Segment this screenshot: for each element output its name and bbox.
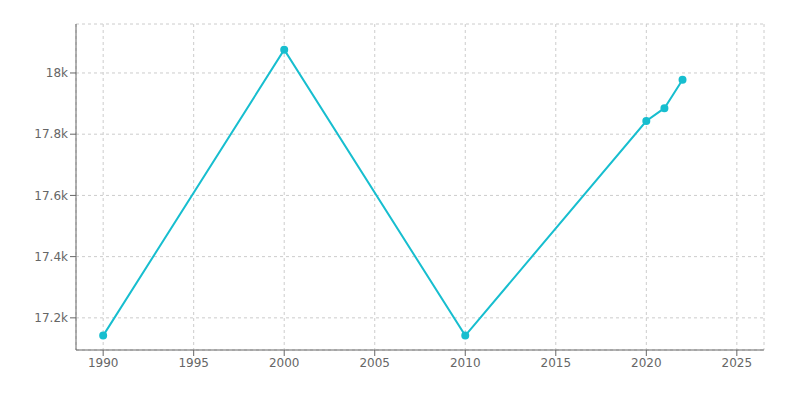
svg-text:2005: 2005	[359, 356, 390, 370]
svg-text:2020: 2020	[631, 356, 662, 370]
svg-text:2000: 2000	[269, 356, 300, 370]
svg-text:17.8k: 17.8k	[34, 127, 68, 141]
svg-text:1990: 1990	[88, 356, 119, 370]
svg-text:2010: 2010	[450, 356, 481, 370]
svg-text:1995: 1995	[178, 356, 209, 370]
svg-text:17.4k: 17.4k	[34, 250, 68, 264]
svg-text:2025: 2025	[722, 356, 753, 370]
svg-text:17.6k: 17.6k	[34, 189, 68, 203]
svg-text:18k: 18k	[46, 66, 68, 80]
svg-text:2015: 2015	[541, 356, 572, 370]
svg-text:17.2k: 17.2k	[34, 311, 68, 325]
